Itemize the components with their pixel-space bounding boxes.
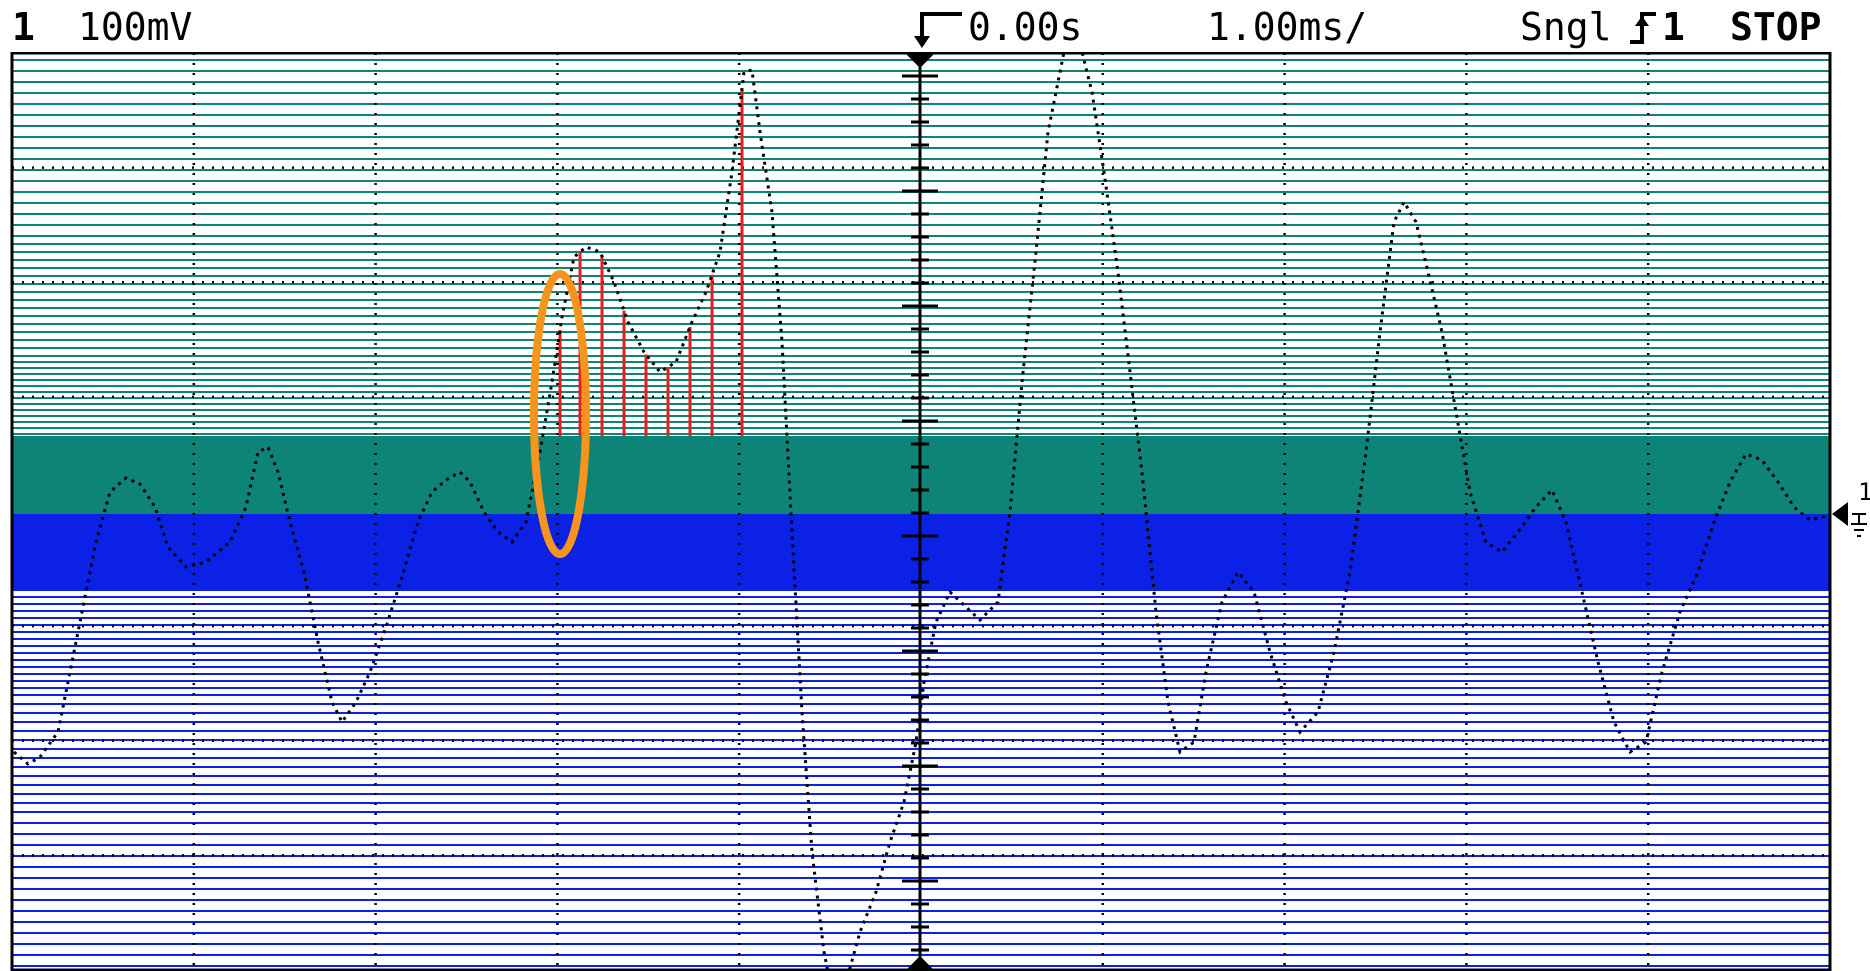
ground-marker: 1 [1832,478,1870,537]
status-bar: 1 100mV 0.00s 1.00ms/ Sngl 1 STOP [0,0,1870,52]
axis-top-arrow [906,54,934,68]
trigger-source[interactable]: 1 [1662,5,1685,49]
ground-marker-label: 1 [1858,478,1870,506]
trigger-mode[interactable]: Sngl [1520,5,1612,49]
volts-per-div[interactable]: 100mV [78,5,193,49]
trigger-delay-arrow-icon [914,12,962,48]
ground-reference-icon [1832,502,1848,526]
trigger-time[interactable]: 0.00s [968,5,1083,49]
scope-screen: 1 [10,52,1870,971]
axis-bottom-arrow [906,956,934,970]
center-time-axis [902,54,938,970]
waveform-trace [13,52,1827,971]
highlight-ellipse [530,270,590,558]
run-status[interactable]: STOP [1730,5,1822,49]
rising-edge-icon [1630,12,1656,44]
channel-number[interactable]: 1 [12,5,35,49]
time-per-div[interactable]: 1.00ms/ [1207,5,1368,49]
